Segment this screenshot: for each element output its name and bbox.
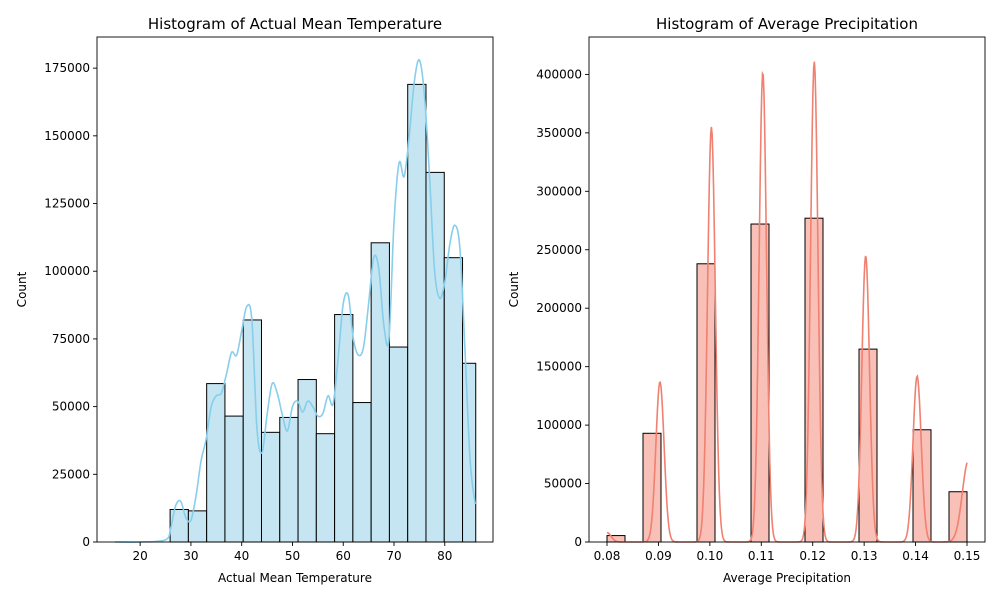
precipitation-chart-title: Histogram of Average Precipitation <box>656 15 918 33</box>
temperature-bar <box>315 433 336 543</box>
x-tick-label: 60 <box>336 549 351 563</box>
y-tick-label: 75000 <box>52 332 90 346</box>
temperature-bar <box>242 319 262 543</box>
temperature-histogram-axes: Histogram of Actual Mean Temperature 20 3… <box>15 15 494 585</box>
temperature-plot-frame <box>96 36 494 543</box>
y-tick-label: 50000 <box>52 400 90 414</box>
y-tick-label: 50000 <box>544 477 582 491</box>
precipitation-x-ticks: 0.08 0.09 0.10 0.11 0.12 0.13 0.14 0.15 <box>594 542 981 563</box>
temperature-bars <box>169 83 477 543</box>
y-tick-label: 25000 <box>52 467 90 481</box>
precipitation-bar <box>642 432 662 543</box>
y-tick-label: 150000 <box>44 129 90 143</box>
temperature-bar <box>297 379 317 543</box>
y-tick-label: 400000 <box>536 67 582 81</box>
temperature-bar <box>425 171 445 543</box>
x-tick-label: 0.10 <box>696 549 723 563</box>
x-tick-label: 70 <box>386 549 401 563</box>
temperature-bar <box>206 383 226 543</box>
y-tick-label: 125000 <box>44 197 90 211</box>
x-tick-label: 80 <box>437 549 452 563</box>
y-tick-label: 0 <box>574 535 582 549</box>
x-tick-label: 50 <box>285 549 300 563</box>
y-tick-label: 150000 <box>536 360 582 374</box>
y-tick-label: 350000 <box>536 126 582 140</box>
x-tick-label: 0.12 <box>799 549 826 563</box>
y-tick-label: 175000 <box>44 61 90 75</box>
x-tick-label: 40 <box>234 549 249 563</box>
temperature-bar <box>260 431 281 543</box>
temperature-x-axis-label: Actual Mean Temperature <box>218 571 372 585</box>
temperature-bar <box>407 83 427 543</box>
precipitation-plot-frame <box>588 36 986 543</box>
temperature-bar <box>334 314 354 543</box>
precipitation-x-axis-label: Average Precipitation <box>723 571 851 585</box>
precipitation-y-axis-label: Count <box>507 271 521 307</box>
x-tick-label: 0.14 <box>902 549 929 563</box>
precipitation-bars <box>606 217 968 543</box>
temperature-bar <box>279 416 299 543</box>
y-tick-label: 300000 <box>536 184 582 198</box>
precipitation-bar <box>948 491 968 543</box>
y-tick-label: 250000 <box>536 243 582 257</box>
x-tick-label: 0.09 <box>645 549 672 563</box>
temperature-bar <box>352 402 372 543</box>
x-tick-label: 0.11 <box>748 549 775 563</box>
y-tick-label: 100000 <box>536 418 582 432</box>
x-tick-label: 0.08 <box>594 549 621 563</box>
temperature-chart-title: Histogram of Actual Mean Temperature <box>148 15 442 33</box>
x-tick-label: 0.15 <box>954 549 981 563</box>
temperature-y-axis-label: Count <box>15 271 29 307</box>
precipitation-y-ticks: 0 50000 100000 150000 200000 250000 300000 3500… <box>536 67 589 549</box>
x-tick-label: 0.13 <box>851 549 878 563</box>
temperature-y-ticks: 0 25000 50000 75000 100000 125000 150000 175000 <box>44 61 97 549</box>
x-tick-label: 30 <box>183 549 198 563</box>
temperature-kde-line <box>114 58 477 543</box>
y-tick-label: 0 <box>82 535 90 549</box>
temperature-bar <box>224 415 244 543</box>
temperature-bar <box>187 510 208 543</box>
y-tick-label: 100000 <box>44 264 90 278</box>
temperature-bar <box>443 257 464 543</box>
y-tick-label: 200000 <box>536 301 582 315</box>
x-tick-label: 20 <box>133 549 148 563</box>
temperature-x-ticks: 20 30 40 50 60 70 80 <box>133 542 452 563</box>
temperature-bar <box>388 346 409 543</box>
precipitation-histogram-axes: Histogram of Average Precipitation 0.08 0… <box>507 15 986 585</box>
